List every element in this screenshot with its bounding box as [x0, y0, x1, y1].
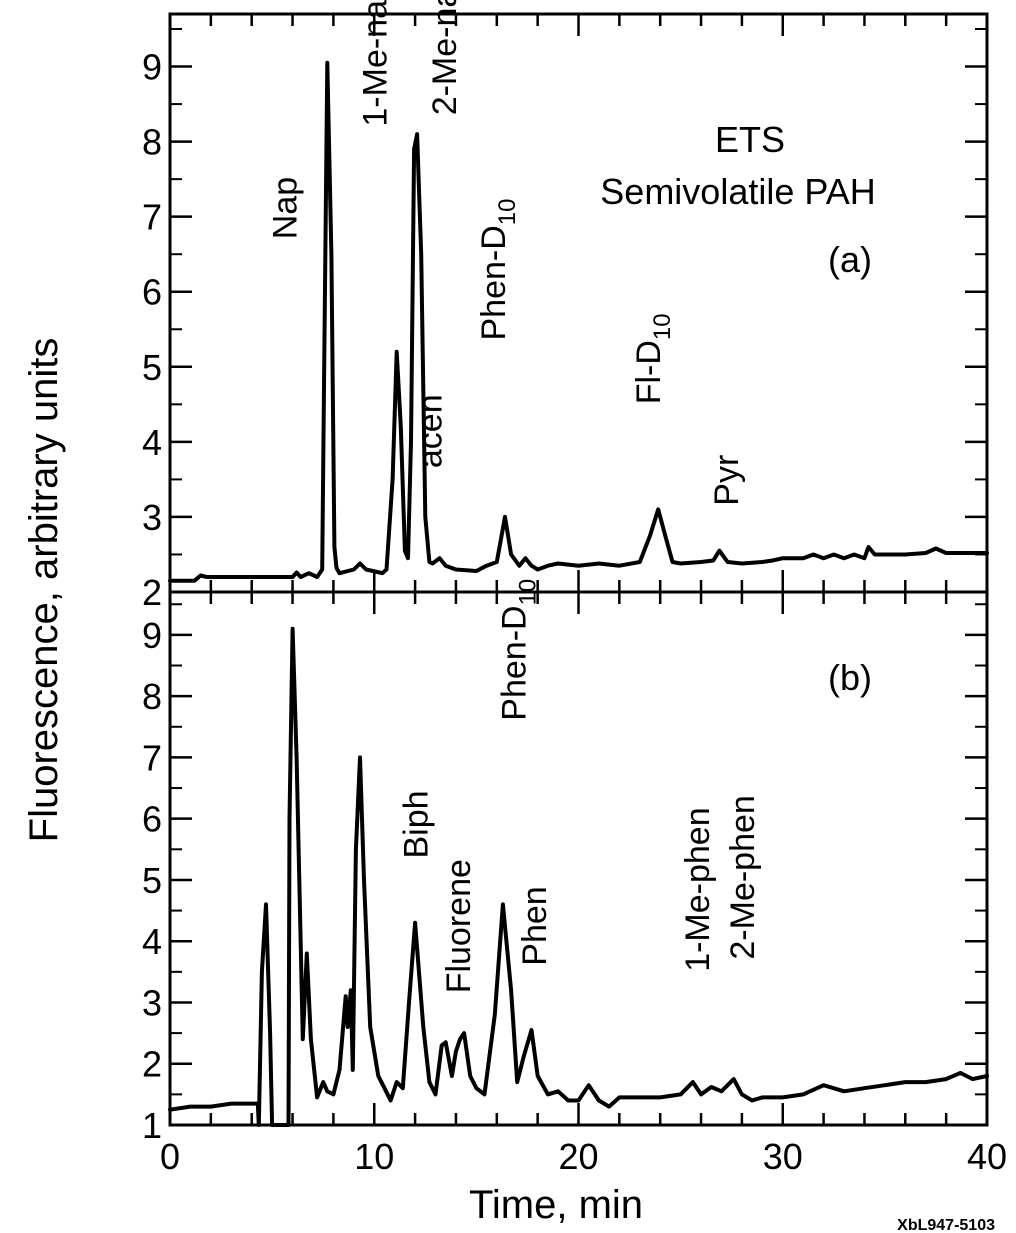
y-tick-label: 9	[142, 615, 162, 656]
x-tick-label: 30	[763, 1136, 803, 1177]
panel-label: (b)	[828, 657, 872, 698]
x-tick-label: 10	[354, 1136, 394, 1177]
y-tick-label: 3	[142, 982, 162, 1023]
y-tick-label: 2	[142, 572, 162, 613]
x-axis-title: Time, min	[469, 1183, 643, 1227]
peak-label: Pyr	[708, 455, 746, 506]
peak-label: 2-Me-nap	[426, 0, 464, 115]
y-tick-label: 8	[142, 122, 162, 163]
y-tick-label: 7	[142, 737, 162, 778]
shared-axes-text: Fluorescence, arbitrary units Time, min …	[22, 338, 995, 1233]
y-tick-label: 5	[142, 860, 162, 901]
peak-label: Phen	[516, 886, 554, 965]
peak-label: Phen-D10	[495, 579, 541, 721]
panel-label: (a)	[828, 239, 872, 280]
peak-label: 1-Me-phen	[679, 807, 717, 971]
x-tick-label: 0	[160, 1136, 180, 1177]
y-tick-label: 6	[142, 272, 162, 313]
chart-title: ETS	[715, 119, 785, 160]
y-tick-label: 8	[142, 676, 162, 717]
peak-label: Biph	[397, 790, 435, 858]
figure-reference-code: XbL947-5103	[897, 1217, 995, 1233]
y-tick-label: 5	[142, 347, 162, 388]
y-tick-label: 3	[142, 497, 162, 538]
y-tick-label: 4	[142, 921, 162, 962]
x-tick-label: 20	[558, 1136, 598, 1177]
chromatogram-trace	[168, 60, 989, 583]
peak-label: Fl-D10	[630, 313, 676, 404]
peak-label: Phen-D10	[475, 199, 521, 341]
y-tick-label: 6	[142, 799, 162, 840]
peak-label: Fluorene	[440, 859, 478, 993]
peak-label: acen	[412, 394, 450, 468]
peak-label: Nap	[267, 177, 305, 239]
chart-subtitle: Semivolatile PAH	[600, 171, 875, 212]
y-tick-label: 9	[142, 47, 162, 88]
plot-frame	[168, 12, 989, 594]
y-tick-label: 2	[142, 1044, 162, 1085]
y-tick-label: 7	[142, 197, 162, 238]
peak-label: 2-Me-phen	[724, 795, 762, 959]
y-tick-label: 1	[142, 1105, 162, 1146]
y-axis-title: Fluorescence, arbitrary units	[22, 338, 66, 843]
x-tick-label: 40	[967, 1136, 1007, 1177]
panel-a: 2 3 4 5 6 7 8 9 ETS Semivolatile PAH (a) Nap 1-Me-na…	[142, 0, 989, 613]
chromatogram-trace	[168, 626, 989, 1127]
y-tick-label: 4	[142, 422, 162, 463]
peak-label: 1-Me-nap	[357, 0, 395, 127]
